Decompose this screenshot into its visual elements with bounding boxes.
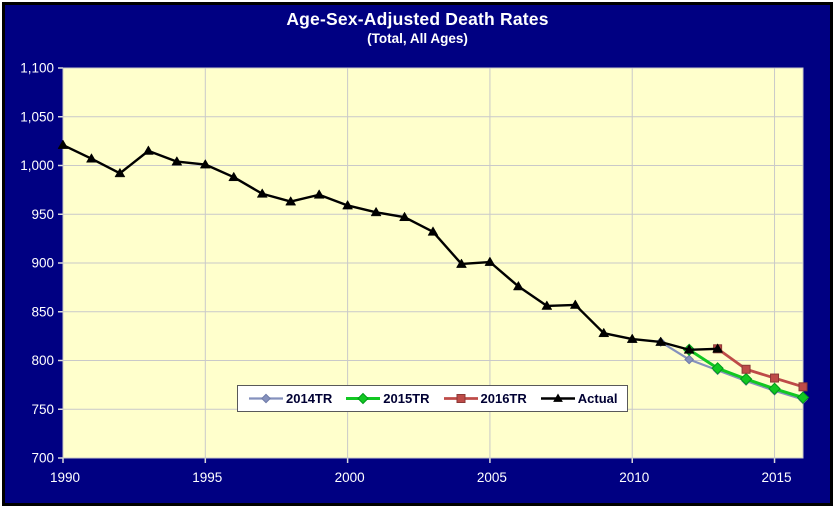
series-actual-marker-triangle	[228, 171, 240, 182]
series-actual-line	[62, 143, 718, 351]
series-2014tr-marker-diamond	[684, 354, 695, 365]
plot-border	[62, 67, 804, 459]
series-actual-marker-triangle	[569, 299, 581, 309]
y-axis-label: 950	[31, 207, 54, 222]
series-actual-marker-triangle	[712, 343, 724, 353]
series-actual-marker-triangle	[512, 280, 524, 291]
chart-subtitle: (Total, All Ages)	[367, 31, 468, 46]
y-axis-label: 750	[31, 402, 54, 417]
x-axis-label: 2005	[477, 470, 507, 485]
series-actual-marker-triangle	[86, 153, 97, 163]
series-actual-marker-triangle	[683, 344, 695, 354]
series-2015tr-marker-diamond	[739, 372, 753, 386]
y-axis-label: 850	[31, 304, 54, 319]
series-2015tr-marker-diamond	[711, 362, 724, 375]
series-actual-marker-triangle	[57, 139, 69, 149]
x-axis-label: 2015	[762, 470, 792, 485]
series-2016tr-marker-square	[741, 364, 751, 374]
legend-swatch-square-icon	[443, 394, 478, 403]
series-actual-marker-triangle	[456, 258, 467, 268]
x-axis-label: 1995	[192, 470, 222, 485]
series-actual-marker-triangle	[342, 199, 354, 210]
series-actual-marker-triangle	[598, 327, 610, 338]
series-actual-marker-triangle	[199, 159, 211, 169]
legend-label: Actual	[577, 391, 618, 406]
series-actual-marker-triangle	[313, 189, 325, 199]
y-axis-label: 1,050	[20, 109, 54, 124]
x-axis-label: 1990	[50, 470, 80, 485]
chart-title: Age-Sex-Adjusted Death Rates	[286, 9, 549, 29]
series-2015tr-marker-diamond	[768, 382, 781, 395]
series-2016tr-line	[716, 347, 804, 389]
y-axis-label: 800	[31, 353, 54, 368]
series-actual-marker-triangle	[626, 333, 638, 343]
legend-swatch-diamond-icon	[249, 393, 283, 404]
series-2016tr-marker-square	[798, 382, 808, 392]
legend-item-2016tr: 2016TR	[443, 392, 527, 405]
legend-item-actual: Actual	[540, 391, 618, 406]
series-actual-marker-triangle	[285, 196, 297, 206]
series-actual-marker-triangle	[427, 226, 439, 236]
legend-item-2014tr: 2014TR	[248, 392, 332, 405]
series-2015tr-marker-diamond	[796, 391, 810, 404]
y-axis-label: 1,100	[20, 61, 54, 76]
legend-label: 2014TR	[286, 391, 333, 406]
series-2016tr-marker-square	[770, 373, 780, 383]
series-actual-marker-triangle	[171, 156, 183, 166]
legend-label: 2015TR	[383, 391, 430, 406]
series-2014tr-line	[660, 341, 804, 401]
y-axis-label: 900	[31, 256, 54, 271]
x-axis-label: 2000	[335, 470, 365, 485]
series-actual-marker-triangle	[114, 167, 126, 178]
series-actual-marker-triangle	[370, 206, 382, 217]
series-actual-marker-triangle	[142, 145, 154, 155]
series-actual-marker-triangle	[655, 336, 667, 346]
series-actual-marker-triangle	[541, 300, 553, 310]
x-axis-label: 2010	[619, 470, 649, 485]
series-actual-marker-triangle	[399, 211, 410, 222]
chart-legend: 2014TR 2015TR 2016TR Actual	[237, 385, 629, 412]
y-axis-label: 1,000	[20, 158, 54, 173]
legend-swatch-diamond-icon	[346, 392, 381, 405]
legend-swatch-triangle-icon	[540, 393, 575, 402]
series-actual-marker-triangle	[256, 188, 268, 198]
series-actual-marker-triangle	[484, 256, 496, 266]
legend-item-2015tr: 2015TR	[345, 391, 430, 406]
y-axis-label: 700	[31, 451, 54, 466]
legend-label: 2016TR	[480, 391, 527, 406]
